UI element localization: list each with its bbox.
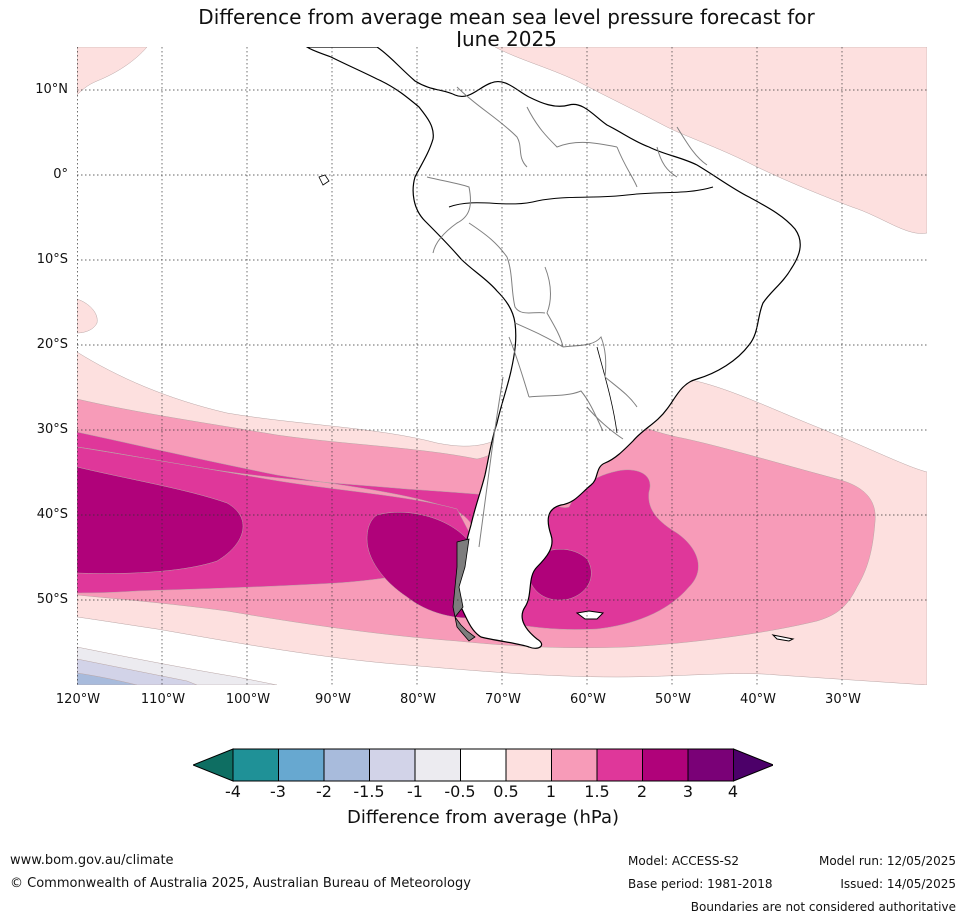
colorbar-tick: 3 <box>682 782 694 801</box>
colorbar-tick: 1.5 <box>584 782 610 801</box>
contour-0p5-northwest <box>77 47 148 96</box>
footer-url: www.bom.gov.au/climate <box>10 853 174 868</box>
footer-model: Model: ACCESS-S2 <box>628 854 740 868</box>
colorbar-cell <box>551 748 598 782</box>
colorbar-cell <box>323 748 370 782</box>
contour-0p5-west <box>77 298 98 334</box>
colorbar-label: Difference from average (hPa) <box>346 807 620 828</box>
colorbar-cell <box>505 748 552 782</box>
contour-neg-1p5 <box>77 672 138 685</box>
footer-model-run: Model run: 12/05/2025 <box>818 854 956 868</box>
country-boundaries <box>426 86 708 548</box>
footer-base-period: Base period: 1981-2018 <box>628 877 773 891</box>
footer-disclaimer: Boundaries are not considered authoritat… <box>690 900 956 914</box>
colorbar-tick: -3 <box>270 782 286 801</box>
colorbar-tick: -0.5 <box>444 782 476 801</box>
continent-outline <box>305 47 801 649</box>
lon-label-50w: 50°W <box>655 692 691 707</box>
map-title-line-1: Difference from average mean sea level p… <box>198 5 815 29</box>
lat-label-0: 0° <box>53 167 68 182</box>
colorbar-cell <box>596 748 643 782</box>
lat-label-30s: 30°S <box>36 422 68 437</box>
lon-label-120w: 120°W <box>55 692 101 707</box>
colorbar-cell <box>460 748 507 782</box>
contour-2p0-far-west <box>77 466 244 574</box>
lon-label-110w: 110°W <box>140 692 186 707</box>
lon-label-60w: 60°W <box>570 692 606 707</box>
footer-issued: Issued: 14/05/2025 <box>840 877 956 891</box>
colorbar-tick: 0.5 <box>493 782 519 801</box>
parana-river <box>596 346 618 434</box>
colorbar-tick: 4 <box>727 782 739 801</box>
map-panel <box>77 47 927 685</box>
galapagos-islands <box>318 174 330 186</box>
colorbar-cell <box>642 748 689 782</box>
lon-label-70w: 70°W <box>485 692 521 707</box>
south-georgia <box>771 634 795 642</box>
contour-0p5-northeast <box>494 47 927 234</box>
map-title-line-2: June 2025 <box>456 27 557 51</box>
colorbar-tick: -2 <box>316 782 332 801</box>
colorbar-cells <box>193 748 773 782</box>
colorbar-cell <box>414 748 461 782</box>
colorbar <box>193 748 773 782</box>
lat-label-40s: 40°S <box>36 507 68 522</box>
colorbar-cell <box>369 748 416 782</box>
amazon-river <box>448 186 714 208</box>
colorbar-cell <box>278 748 325 782</box>
lat-label-50s: 50°S <box>36 592 68 607</box>
colorbar-cell <box>232 748 279 782</box>
colorbar-arrow-high <box>733 748 773 782</box>
lat-label-10n: 10°N <box>35 82 68 97</box>
colorbar-arrow-low <box>193 748 234 782</box>
map-gridlines <box>77 47 927 685</box>
south-america-land <box>305 47 801 649</box>
colorbar-tick: -1.5 <box>353 782 385 801</box>
pressure-anomaly-map <box>77 47 927 685</box>
lon-label-100w: 100°W <box>225 692 271 707</box>
footer-copyright: © Commonwealth of Australia 2025, Austra… <box>10 876 471 891</box>
lon-label-40w: 40°W <box>740 692 776 707</box>
lon-label-30w: 30°W <box>825 692 861 707</box>
colorbar-tick: 2 <box>636 782 648 801</box>
lat-label-10s: 10°S <box>36 252 68 267</box>
colorbar-tick: -1 <box>407 782 423 801</box>
colorbar-cell <box>687 748 734 782</box>
patagonia-islands <box>452 538 476 642</box>
colorbar-tick: 1 <box>545 782 557 801</box>
lon-label-80w: 80°W <box>400 692 436 707</box>
lon-label-90w: 90°W <box>315 692 351 707</box>
lat-label-20s: 20°S <box>36 337 68 352</box>
colorbar-tick: -4 <box>225 782 241 801</box>
